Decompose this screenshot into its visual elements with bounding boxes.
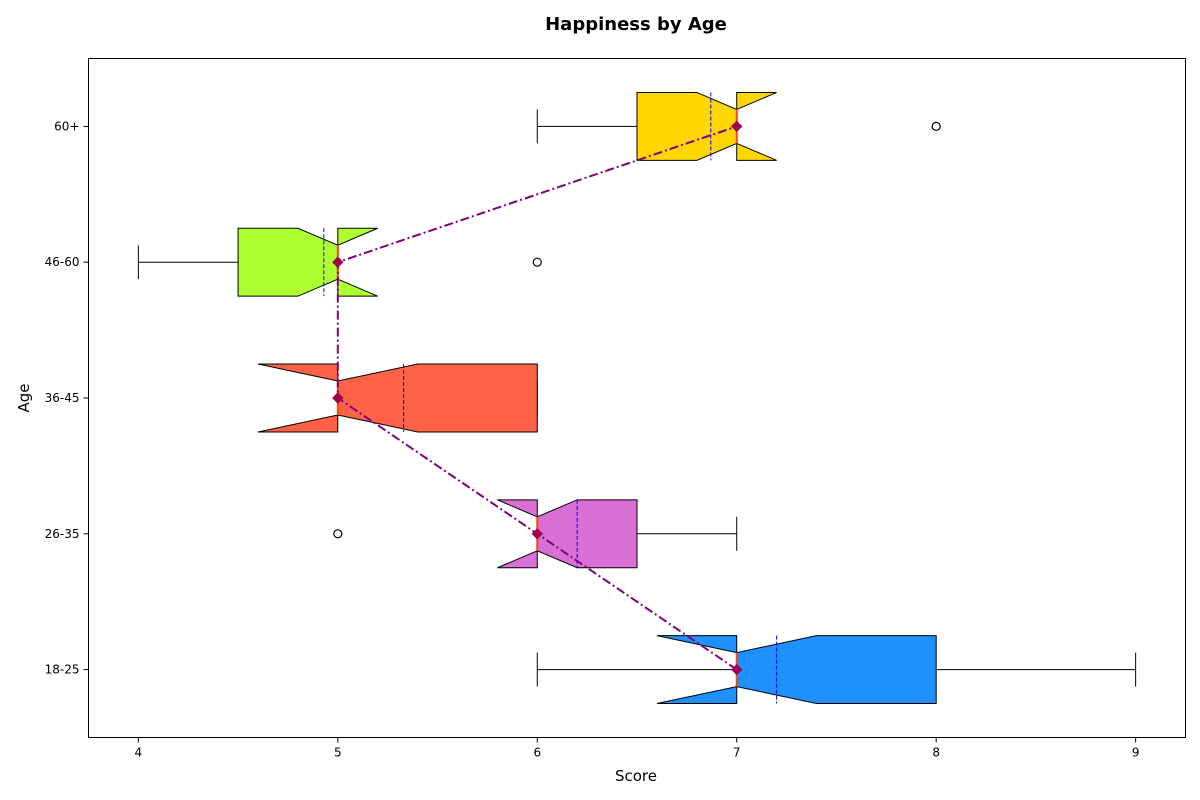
chart-title: Happiness by Age: [545, 14, 727, 35]
box-body: [497, 499, 638, 569]
x-tick-label: 4: [135, 746, 143, 760]
box-body: [257, 363, 538, 433]
y-tick-label: 18-25: [45, 663, 80, 677]
median-marker: [332, 256, 344, 268]
box-36-45: [257, 363, 538, 433]
y-axis: 18-25 26-35 36-45 46-60 60+: [45, 119, 89, 677]
y-tick-label: 46-60: [45, 255, 80, 269]
box-18-25: [536, 635, 1137, 705]
x-tick-label: 5: [334, 746, 342, 760]
box-60+: [536, 91, 941, 161]
y-tick-label: 26-35: [45, 527, 80, 541]
chart-marks: [137, 91, 1137, 705]
x-tick-label: 7: [733, 746, 741, 760]
y-axis-label: Age: [15, 383, 33, 412]
outlier-point: [532, 257, 542, 267]
median-marker: [731, 663, 743, 676]
outlier-point: [931, 121, 941, 132]
median-marker: [332, 392, 344, 404]
box-body: [656, 635, 937, 705]
box-26-35: [333, 499, 738, 569]
x-tick-label: 9: [1132, 746, 1140, 760]
median-marker: [531, 528, 543, 540]
outlier-point: [333, 529, 343, 539]
y-tick-label: 60+: [54, 119, 79, 133]
median-marker: [731, 120, 743, 133]
x-axis: 4 5 6 7 8 9: [135, 737, 1140, 760]
box-body: [636, 91, 777, 161]
box-body: [237, 227, 378, 297]
x-tick-label: 8: [932, 746, 940, 760]
x-tick-label: 6: [533, 746, 541, 760]
y-tick-label: 36-45: [45, 391, 80, 405]
x-axis-label: Score: [615, 767, 657, 785]
